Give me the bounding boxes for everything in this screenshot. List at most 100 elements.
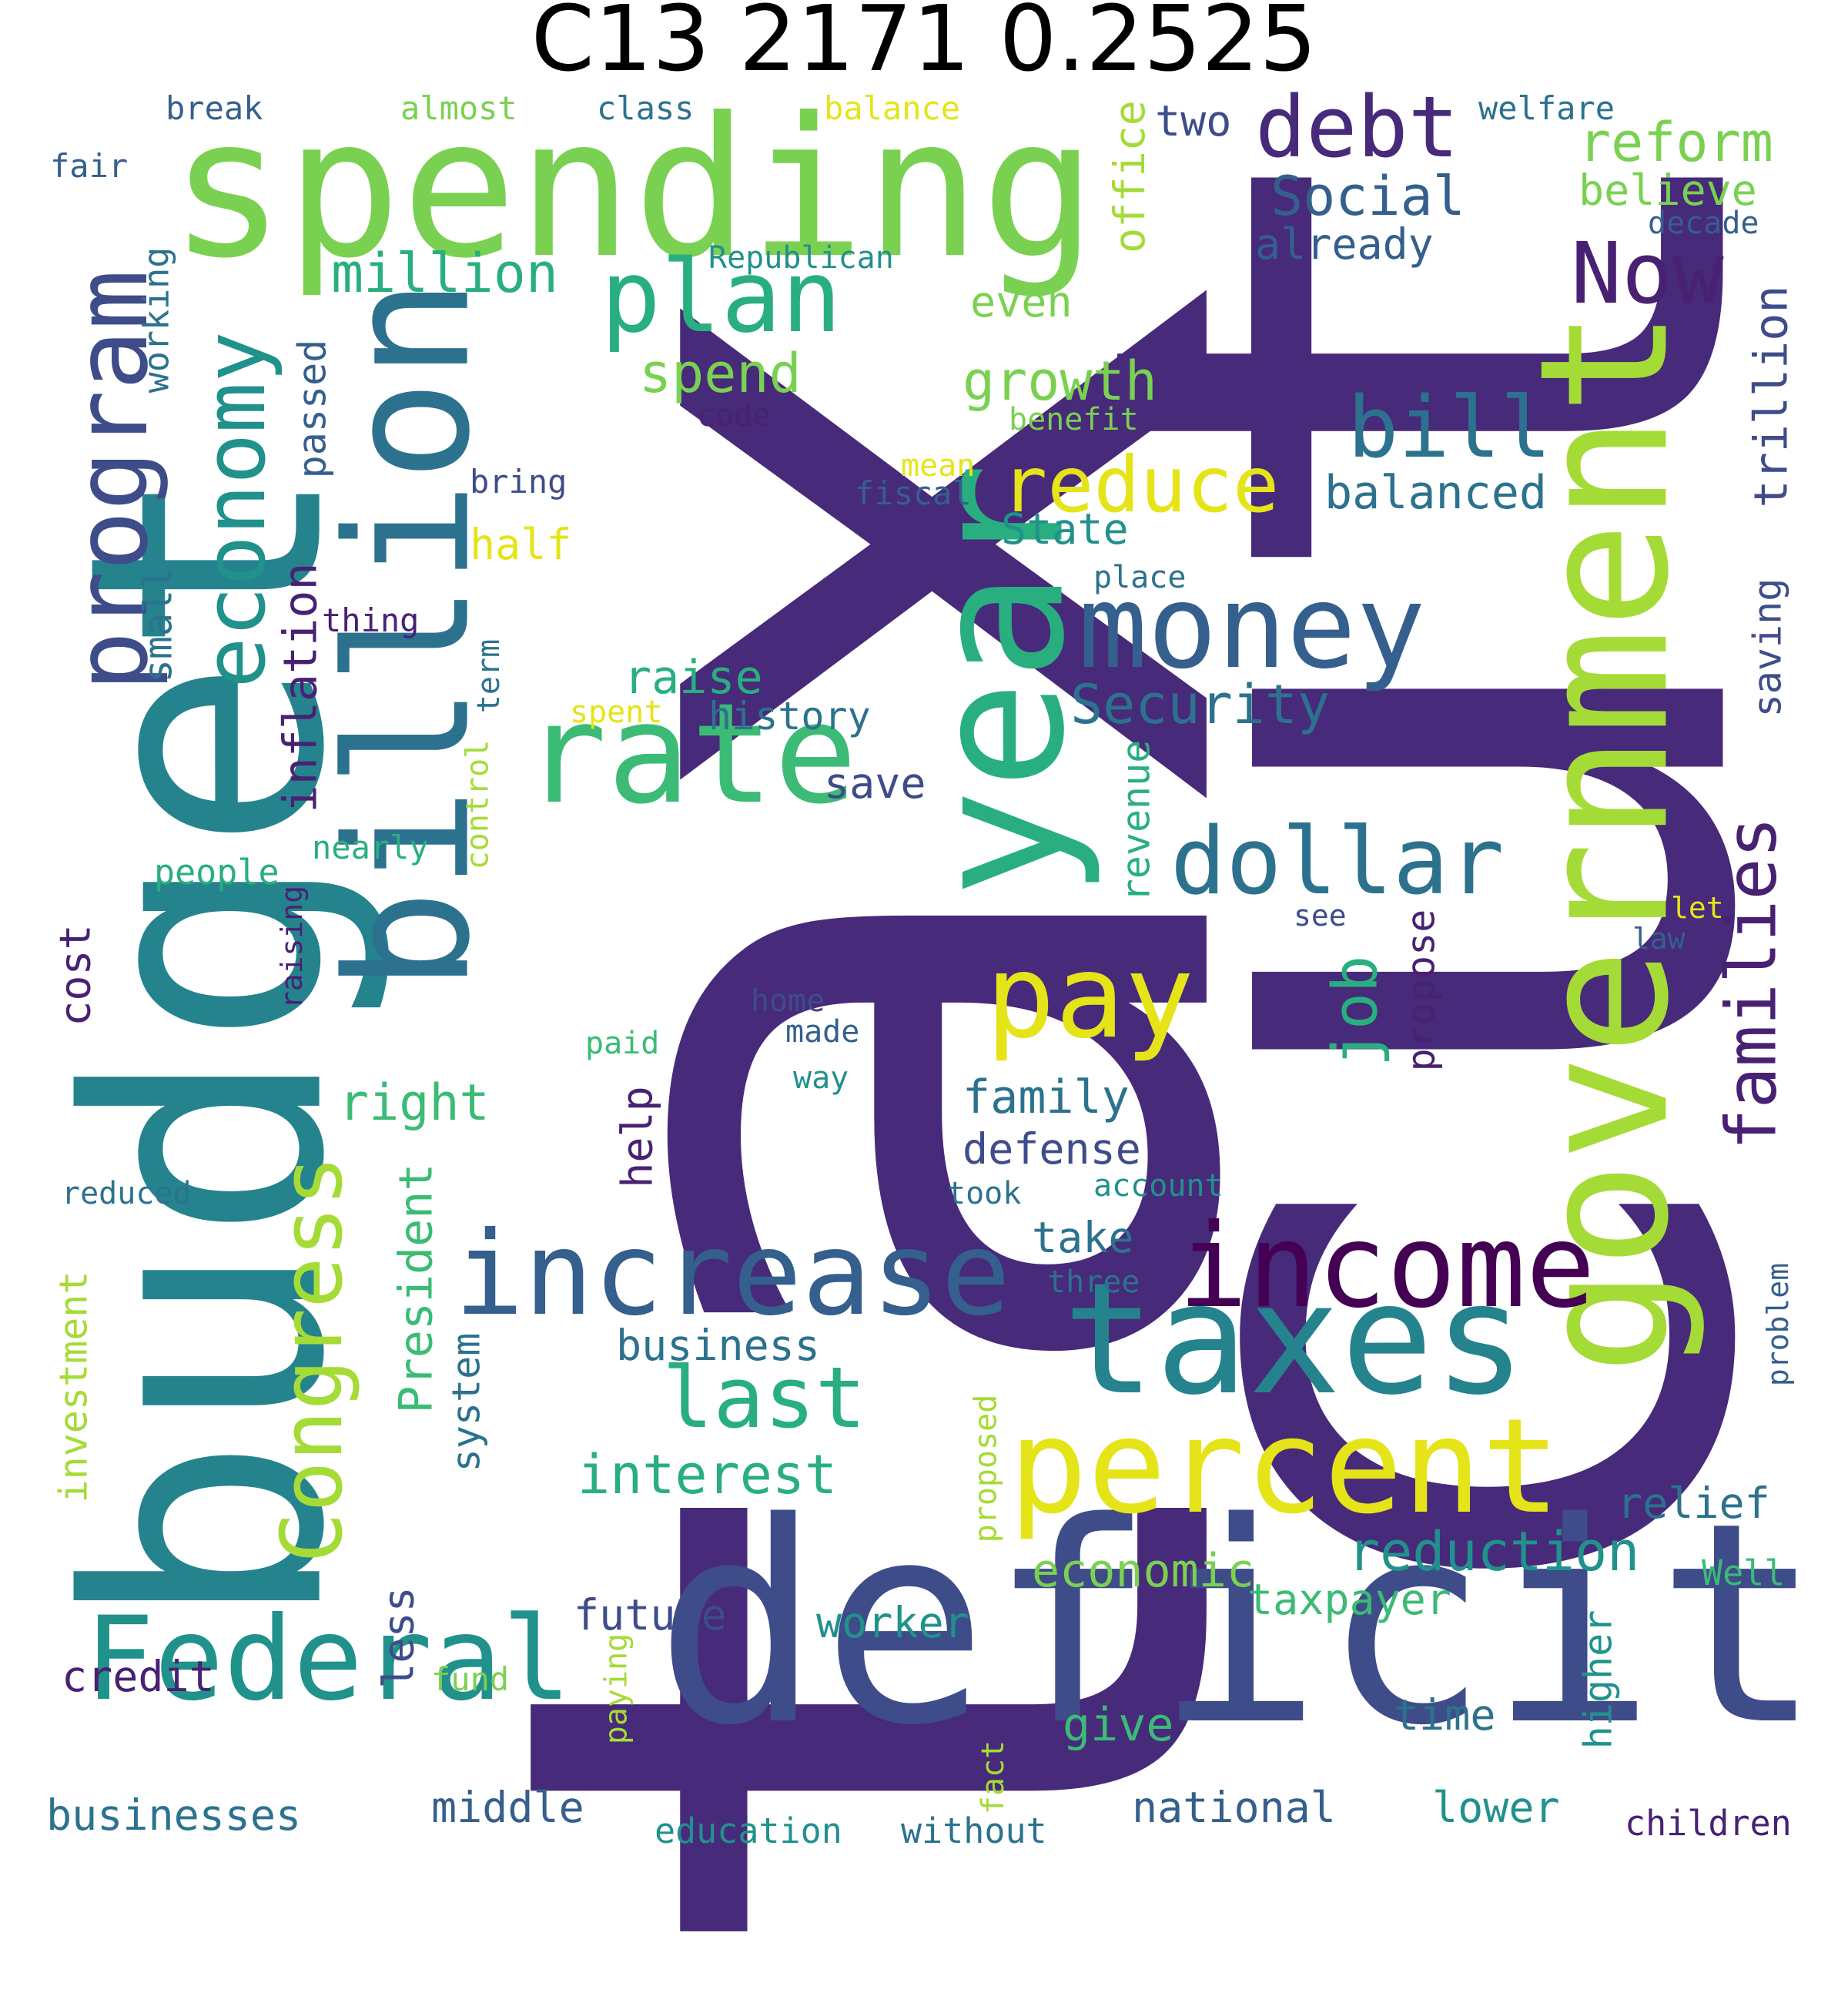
word-dollar: dollar [1170,809,1505,916]
word-proposed: proposed [967,1394,1003,1542]
word-republican: Republican [708,240,894,276]
word-credit: credit [62,1652,215,1701]
word-even: even [970,277,1073,327]
word-control: control [459,739,495,869]
word-bring: bring [470,463,567,501]
word-class: class [597,89,695,127]
word-time: time [1394,1690,1496,1740]
word-decade: decade [1648,206,1759,241]
word-raise: raise [624,651,763,705]
word-state: State [1001,504,1129,554]
word-code: code [697,398,772,434]
word-rate: rate [524,674,858,835]
word-way: way [793,1060,849,1096]
word-saving: saving [1744,578,1789,717]
word-balanced: balanced [1324,466,1547,520]
word-inflation: inflation [273,561,328,813]
word-without: without [901,1810,1047,1851]
word-paid: paid [585,1026,660,1061]
word-investment: investment [51,1270,96,1503]
cloud-title: C13 2171 0.2525 [531,0,1317,92]
word-fact: fact [976,1740,1012,1815]
word-growth: growth [962,350,1157,413]
word-taxes: taxes [1063,1250,1527,1429]
word-defense: defense [962,1124,1141,1174]
word-almost: almost [400,89,517,127]
word-half: half [470,520,572,569]
word-future: future [574,1590,727,1640]
word-social: Social [1270,165,1465,228]
word-now: Now [1571,224,1724,323]
word-taxpayer: taxpayer [1247,1575,1451,1624]
word-made: made [785,1014,860,1050]
word-security: Security [1070,673,1331,736]
word-well: Well [1702,1553,1786,1593]
word-congress: Congress [262,1155,361,1563]
word-two: two [1155,96,1232,146]
word-mean: mean [901,448,976,484]
word-fund: fund [431,1660,510,1698]
word-children: children [1625,1803,1792,1844]
word-family: family [962,1070,1130,1124]
word-economy: economy [185,331,284,688]
word-reduce: reduce [1001,440,1280,530]
word-spent: spent [570,695,663,730]
word-nearly: nearly [312,829,429,866]
word-three: three [1047,1264,1140,1300]
word-business: business [616,1321,820,1370]
word-office: office [1104,100,1154,253]
word-president: President [389,1162,444,1414]
word-thing: thing [322,601,420,639]
word-home: home [751,983,825,1019]
word-families: families [1711,816,1793,1151]
word-percent: percent [1009,1391,1561,1543]
word-fair: fair [50,147,129,185]
word-benefit: benefit [1009,402,1139,437]
word-let: let [1671,891,1724,925]
word-cost: cost [50,923,100,1027]
word-deficit: deficit [654,1463,1823,1786]
word-term: term [471,638,507,714]
word-debt: debt [1255,78,1459,176]
word-million: million [331,242,559,305]
word-place: place [1093,560,1187,595]
word-national: national [1132,1783,1336,1832]
word-account: account [1093,1168,1224,1204]
word-revenue: revenue [1113,739,1158,902]
word-save: save [824,759,926,808]
word-fiscal: fiscal [855,474,972,512]
word-balance: balance [824,89,961,127]
word-relief: relief [1617,1479,1770,1528]
word-propose: propose [1398,909,1443,1071]
word-economic: economic [1032,1544,1254,1598]
word-small: small [135,566,180,682]
word-already: already [1255,219,1434,269]
word-bill: bill [1348,378,1552,477]
word-see: see [1294,899,1347,933]
word-plan: plan [601,238,842,355]
word-businesses: businesses [46,1790,302,1840]
word-passed: passed [289,339,334,478]
word-pay: pay [986,930,1194,1064]
word-trillion: trillion [1743,285,1798,507]
word-lower: lower [1432,1783,1560,1832]
word-interest: interest [578,1443,838,1506]
word-help: help [612,1085,662,1188]
word-raising: raising [275,885,310,1010]
word-job: job [1318,955,1391,1067]
word-welfare: welfare [1478,89,1615,127]
word-worker: worker [816,1598,969,1647]
word-cloud: C13 2171 0.2525 tax cut spending budget defi… [19,0,1848,1993]
word-federal: Federal [85,1593,572,1727]
word-reduced: reduced [62,1176,192,1211]
word-history: history [708,694,871,739]
word-people: people [154,852,280,893]
word-law: law [1632,922,1686,956]
word-working: working [135,246,176,393]
word-break: break [166,89,263,127]
word-problem: problem [1761,1262,1796,1387]
word-took: took [947,1176,1022,1211]
word-money: money [1078,561,1426,695]
word-less: less [373,1586,424,1689]
word-education: education [654,1810,842,1851]
